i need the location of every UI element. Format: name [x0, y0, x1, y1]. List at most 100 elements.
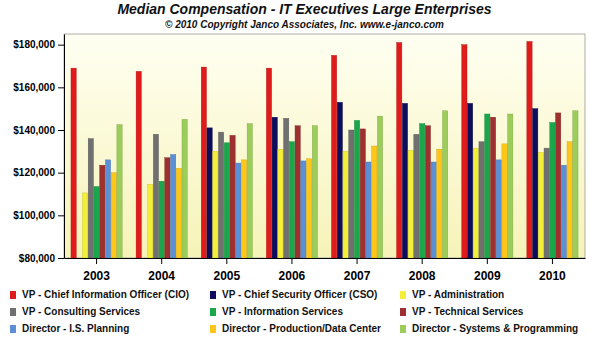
bar — [473, 148, 478, 258]
bar — [508, 114, 513, 258]
bar — [171, 155, 176, 258]
bar — [420, 124, 425, 258]
series-bars — [207, 102, 538, 258]
plot-background — [64, 34, 585, 258]
x-tick-mark — [291, 258, 292, 264]
x-tick: 2003 — [83, 258, 110, 283]
bar — [105, 160, 110, 258]
bar — [301, 161, 306, 258]
legend-label: VP - Technical Services — [412, 306, 524, 317]
series-bars — [71, 41, 532, 258]
x-tick-mark — [422, 258, 423, 264]
bar — [360, 129, 365, 258]
bar — [278, 149, 283, 258]
legend-item: Director - I.S. Planning — [10, 323, 129, 334]
y-tick-label: $180,000 — [13, 39, 55, 50]
bar — [236, 163, 241, 258]
bar — [247, 124, 252, 258]
y-tick-mark — [58, 215, 64, 216]
y-tick: $180,000 — [13, 39, 64, 50]
x-tick: 2006 — [279, 258, 306, 283]
legend-item: VP - Consulting Services — [10, 306, 141, 317]
legend-label: Director - Production/Data Center — [222, 323, 381, 334]
y-tick-label: $100,000 — [13, 210, 55, 221]
bar — [289, 142, 294, 258]
x-tick-label: 2009 — [474, 269, 501, 283]
series-bars — [105, 155, 566, 258]
legend-label: VP - Consulting Services — [22, 306, 141, 317]
legend-item: Director - Systems & Programming — [400, 323, 578, 334]
subtitle: © 2010 Copyright Janco Associates, Inc. … — [165, 19, 444, 30]
x-tick: 2008 — [409, 258, 436, 283]
bar — [354, 120, 359, 258]
bar — [402, 103, 407, 258]
legend-item: VP - Chief Information Officer (CIO) — [10, 289, 189, 300]
y-tick-mark — [58, 87, 64, 88]
y-tick-mark — [58, 45, 64, 46]
x-tick-mark — [226, 258, 227, 264]
x-axis-line — [65, 258, 586, 259]
legend-swatch — [400, 291, 406, 299]
bar — [88, 139, 93, 258]
x-tick: 2004 — [148, 258, 175, 283]
x-tick-mark — [96, 258, 97, 264]
bar — [182, 119, 187, 258]
y-tick: $160,000 — [13, 82, 64, 93]
bar — [425, 126, 430, 258]
bar — [556, 113, 561, 258]
bar — [165, 158, 170, 258]
chart-container: Median Compensation - IT Executives Larg… — [0, 0, 589, 350]
bar — [366, 162, 371, 258]
bar — [527, 41, 532, 258]
bars — [71, 41, 578, 258]
y-tick-label: $120,000 — [13, 167, 55, 178]
x-tick-label: 2003 — [83, 269, 110, 283]
bar — [490, 117, 495, 258]
bar — [159, 181, 164, 258]
series-bars — [94, 114, 555, 258]
legend-swatch — [10, 325, 16, 333]
legend-swatch — [400, 308, 406, 316]
bar — [561, 165, 566, 258]
x-tick-label: 2004 — [148, 269, 175, 283]
x-tick: 2009 — [474, 258, 501, 283]
legend-item: Director - Production/Data Center — [210, 323, 381, 334]
bar — [538, 152, 543, 258]
bar — [397, 43, 402, 258]
x-tick: 2010 — [539, 258, 566, 283]
bar — [337, 102, 342, 258]
x-tick-label: 2007 — [344, 269, 371, 283]
bar — [272, 117, 277, 258]
bar — [176, 168, 181, 258]
x-tick-label: 2010 — [539, 269, 566, 283]
bar — [437, 149, 442, 258]
legend-swatch — [210, 308, 216, 316]
bar — [349, 130, 354, 258]
bar — [431, 162, 436, 258]
legend-label: Director - Systems & Programming — [412, 323, 578, 334]
title: Median Compensation - IT Executives Larg… — [117, 1, 491, 17]
y-axis: $80,000$100,000$120,000$140,000$160,000$… — [13, 35, 64, 264]
bar — [573, 111, 578, 258]
series-bars — [117, 111, 578, 258]
bar — [442, 111, 447, 258]
bar — [372, 146, 377, 258]
bar — [136, 71, 141, 258]
bar — [82, 193, 87, 258]
bar — [331, 55, 336, 258]
bar — [148, 184, 153, 258]
x-tick-mark — [161, 258, 162, 264]
series-bars — [88, 118, 549, 258]
y-tick-mark — [58, 173, 64, 174]
bar — [201, 67, 206, 258]
legend-swatch — [400, 325, 406, 333]
series-bars — [111, 142, 572, 258]
bar — [414, 134, 419, 258]
legend-swatch — [10, 291, 16, 299]
bar — [100, 165, 105, 258]
bar — [312, 126, 317, 258]
bar — [479, 142, 484, 258]
legend-label: VP - Administration — [412, 289, 504, 300]
legend-label: VP - Information Services — [222, 306, 343, 317]
bar — [307, 159, 312, 258]
